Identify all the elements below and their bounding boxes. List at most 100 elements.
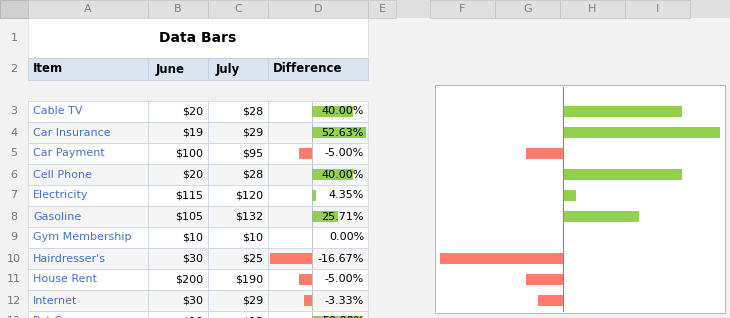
Bar: [208, 58, 268, 80]
Text: 7: 7: [10, 190, 18, 201]
Text: E: E: [378, 4, 385, 14]
Bar: [268, 185, 368, 206]
Bar: [560, 0, 625, 18]
Bar: [312, 190, 317, 201]
Text: $15: $15: [242, 316, 263, 318]
Text: C: C: [234, 4, 242, 14]
Text: 40.00%: 40.00%: [322, 169, 364, 179]
Text: Hairdresser's: Hairdresser's: [33, 253, 106, 264]
Text: H: H: [588, 4, 596, 14]
Text: -3.33%: -3.33%: [325, 295, 364, 306]
Bar: [312, 127, 366, 138]
Text: $105: $105: [175, 211, 203, 222]
Text: $29: $29: [242, 128, 263, 137]
Text: 12: 12: [7, 295, 21, 306]
Bar: [0, 0, 730, 18]
Bar: [268, 311, 368, 318]
Text: 5: 5: [10, 149, 18, 158]
Bar: [268, 248, 368, 269]
Text: Cell Phone: Cell Phone: [33, 169, 92, 179]
Text: Bar Chart: Bar Chart: [542, 0, 618, 1]
Text: $19: $19: [182, 128, 203, 137]
Text: A: A: [84, 4, 92, 14]
Bar: [208, 0, 268, 18]
Bar: [28, 101, 148, 122]
Bar: [526, 274, 563, 285]
Bar: [268, 0, 368, 18]
Text: Car Insurance: Car Insurance: [33, 128, 111, 137]
Bar: [268, 206, 368, 227]
Text: $10: $10: [182, 232, 203, 243]
Text: F: F: [459, 4, 466, 14]
Text: 11: 11: [7, 274, 21, 285]
Bar: [563, 169, 683, 180]
Text: 1: 1: [10, 33, 18, 43]
Text: 4.35%: 4.35%: [328, 190, 364, 201]
Bar: [208, 101, 268, 122]
Bar: [440, 253, 563, 264]
Bar: [430, 0, 495, 18]
Text: 6: 6: [10, 169, 18, 179]
Bar: [28, 269, 148, 290]
Bar: [304, 295, 312, 306]
Text: $30: $30: [182, 295, 203, 306]
Text: Pet Care: Pet Care: [33, 316, 80, 318]
Bar: [268, 227, 368, 248]
Bar: [208, 227, 268, 248]
Bar: [435, 85, 725, 313]
Bar: [312, 211, 339, 222]
Bar: [268, 290, 368, 311]
Bar: [495, 0, 560, 18]
Text: Cable TV: Cable TV: [33, 107, 82, 116]
Bar: [28, 290, 148, 311]
Bar: [28, 0, 148, 18]
Text: 8: 8: [10, 211, 18, 222]
Text: $10: $10: [182, 316, 203, 318]
Text: 0.00%: 0.00%: [328, 232, 364, 243]
Bar: [148, 101, 208, 122]
Bar: [28, 58, 148, 80]
Bar: [208, 122, 268, 143]
Bar: [526, 148, 563, 159]
Bar: [268, 122, 368, 143]
Bar: [208, 248, 268, 269]
Text: $25: $25: [242, 253, 263, 264]
Bar: [299, 148, 312, 159]
Text: House Rent: House Rent: [33, 274, 97, 285]
Text: I: I: [656, 4, 659, 14]
Bar: [28, 164, 148, 185]
Text: 9: 9: [10, 232, 18, 243]
Text: Item: Item: [33, 63, 63, 75]
Text: $20: $20: [182, 169, 203, 179]
Bar: [148, 227, 208, 248]
Bar: [563, 190, 576, 201]
Bar: [268, 101, 368, 122]
Bar: [299, 274, 312, 285]
Bar: [28, 185, 148, 206]
Bar: [368, 0, 396, 18]
Bar: [208, 311, 268, 318]
Bar: [148, 164, 208, 185]
Bar: [270, 253, 312, 264]
Bar: [28, 143, 148, 164]
Bar: [268, 58, 368, 80]
Text: 50.00%: 50.00%: [322, 316, 364, 318]
Text: -5.00%: -5.00%: [325, 149, 364, 158]
Bar: [208, 143, 268, 164]
Text: $120: $120: [235, 190, 263, 201]
Text: $115: $115: [175, 190, 203, 201]
Text: -5.00%: -5.00%: [325, 274, 364, 285]
Text: $10: $10: [242, 232, 263, 243]
Text: B: B: [174, 4, 182, 14]
Bar: [268, 164, 368, 185]
Bar: [148, 269, 208, 290]
Text: -16.67%: -16.67%: [318, 253, 364, 264]
Bar: [208, 269, 268, 290]
Bar: [538, 295, 563, 306]
Bar: [28, 18, 368, 58]
Bar: [28, 311, 148, 318]
Bar: [148, 185, 208, 206]
Text: 52.63%: 52.63%: [322, 128, 364, 137]
Text: $28: $28: [242, 107, 263, 116]
Text: Data Bars: Data Bars: [159, 31, 237, 45]
